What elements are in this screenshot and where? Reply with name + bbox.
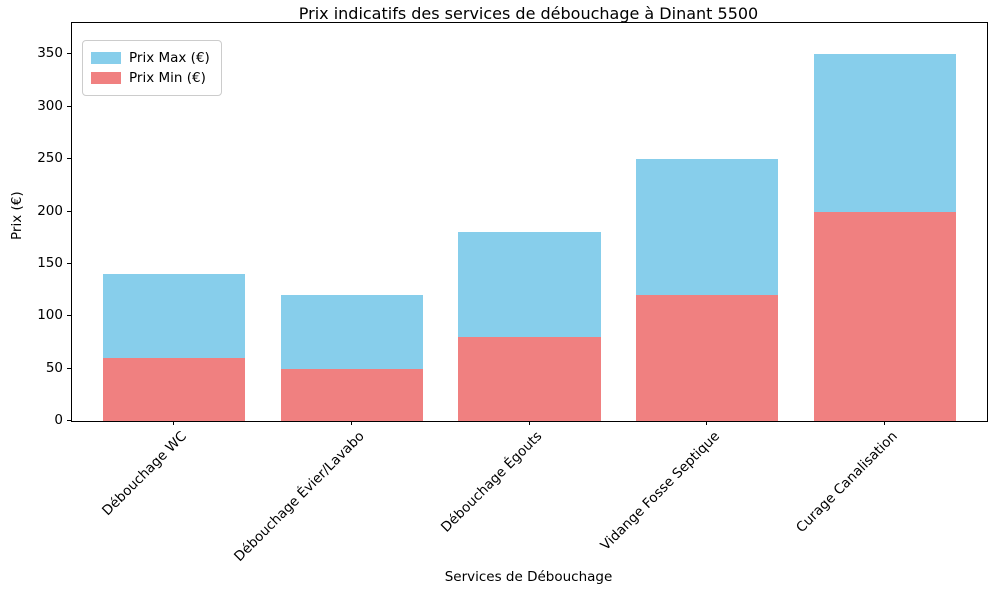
x-tick — [173, 421, 174, 425]
y-tick-label: 0 — [54, 412, 63, 428]
legend: Prix Max (€) Prix Min (€) — [82, 40, 222, 96]
y-tick-label: 200 — [37, 202, 63, 219]
y-tick — [67, 420, 71, 421]
y-tick — [67, 263, 71, 264]
y-tick — [67, 158, 71, 159]
x-tick — [529, 421, 530, 425]
chart-title: Prix indicatifs des services de déboucha… — [298, 4, 759, 23]
legend-item-prix-max: Prix Max (€) — [91, 48, 210, 68]
y-tick-label: 100 — [37, 307, 63, 324]
bar-prix-min — [280, 368, 423, 421]
x-tick-label: Débouchage WC — [99, 428, 190, 520]
plot-area — [71, 22, 988, 422]
x-tick — [884, 421, 885, 425]
x-axis-label: Services de Débouchage — [444, 569, 613, 585]
x-tick-label: Débouchage Égouts — [437, 428, 546, 536]
legend-label-prix-max: Prix Max (€) — [129, 50, 210, 66]
y-tick-label: 350 — [37, 45, 63, 62]
y-tick — [67, 368, 71, 369]
bar-prix-min — [458, 337, 601, 421]
x-tick-label: Débouchage Évier/Lavabo — [230, 428, 368, 565]
y-tick — [67, 211, 71, 212]
bar-prix-min — [813, 211, 956, 421]
y-tick — [67, 53, 71, 54]
y-tick-label: 150 — [37, 254, 63, 271]
x-tick — [351, 421, 352, 425]
x-tick — [706, 421, 707, 425]
y-tick — [67, 315, 71, 316]
y-tick-label: 50 — [45, 359, 63, 376]
x-tick-label: Curage Canalisation — [792, 428, 901, 536]
y-axis-label: Prix (€) — [9, 191, 25, 240]
legend-label-prix-min: Prix Min (€) — [129, 70, 206, 86]
legend-swatch-prix-min-icon — [91, 72, 121, 84]
legend-swatch-prix-max-icon — [91, 52, 121, 64]
bar-prix-min — [103, 358, 246, 421]
y-tick-label: 250 — [37, 150, 63, 167]
legend-item-prix-min: Prix Min (€) — [91, 68, 210, 88]
y-tick-label: 300 — [37, 97, 63, 114]
bar-prix-min — [636, 295, 779, 421]
y-tick — [67, 106, 71, 107]
x-tick-label: Vidange Fosse Septique — [597, 428, 723, 554]
